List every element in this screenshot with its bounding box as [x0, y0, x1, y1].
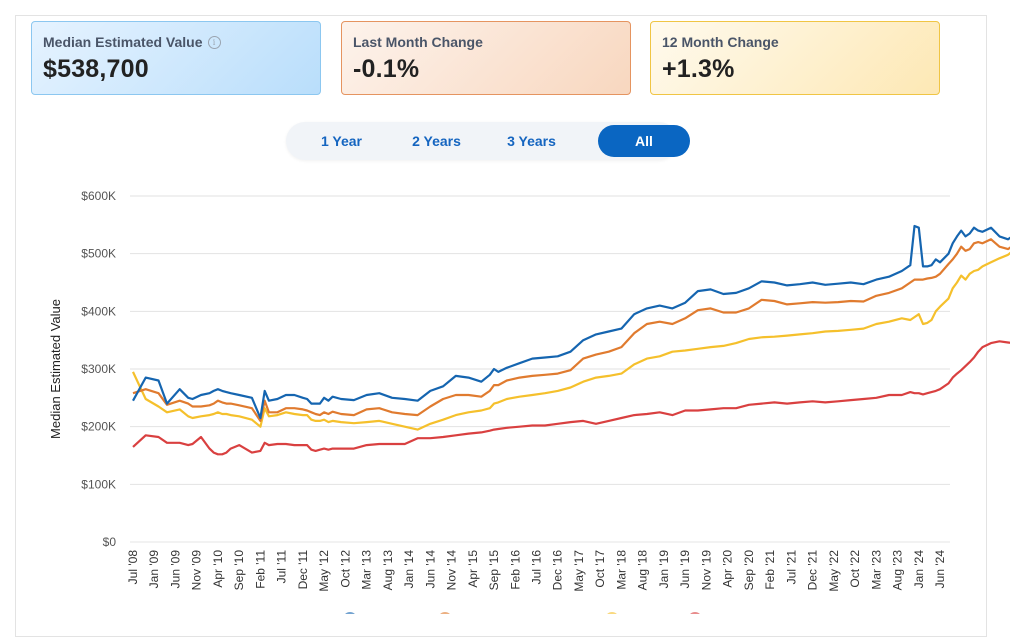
x-tick-label: Feb '21: [763, 550, 777, 590]
stat-label: Last Month Change: [353, 34, 483, 50]
x-tick-label: Sep '15: [487, 550, 501, 591]
range-1-year-button[interactable]: 1 Year: [299, 125, 384, 157]
range-2-years-button[interactable]: 2 Years: [394, 125, 479, 157]
series-line-red: [132, 340, 1010, 456]
y-tick-label: $300K: [81, 362, 116, 376]
stat-label: Median Estimated Value: [43, 34, 203, 50]
x-tick-label: May '17: [572, 550, 586, 592]
x-tick-label: Nov '14: [445, 550, 459, 591]
x-tick-label: Jan '19: [657, 550, 671, 589]
legend-marker-yellow[interactable]: [606, 612, 618, 614]
x-tick-label: Jun '19: [678, 550, 692, 589]
x-tick-label: Feb '11: [253, 550, 267, 589]
x-tick-label: Mar '13: [360, 550, 374, 590]
x-tick-label: Nov '19: [699, 550, 713, 591]
x-tick-label: Dec '11: [296, 550, 310, 590]
x-tick-label: Sep '10: [232, 550, 246, 591]
legend-marker-red[interactable]: [689, 612, 701, 614]
range-3-years-button[interactable]: 3 Years: [489, 125, 574, 157]
x-tick-label: Jun '14: [423, 550, 437, 589]
home-value-chart: $0 $100K $200K $300K $400K $500K $600K Jul '08…: [48, 189, 1010, 614]
range-selector: 1 Year 2 Years 3 Years All: [286, 122, 690, 160]
y-tick-label: $200K: [81, 420, 116, 434]
home-value-card: [15, 15, 987, 637]
x-tick-label: Jan '09: [147, 550, 161, 589]
range-all-button[interactable]: All: [598, 125, 690, 157]
x-tick-label: Jul '11: [275, 550, 289, 584]
stat-label: 12 Month Change: [662, 34, 779, 50]
stat-median-estimated-value: Median Estimated Value i $538,700: [31, 21, 321, 95]
series-line-orange: [132, 238, 1010, 422]
series-line-yellow: [132, 251, 1010, 431]
x-tick-label: Jul '21: [784, 550, 798, 585]
x-tick-label: May '22: [827, 550, 841, 592]
x-tick-label: Dec '21: [806, 550, 820, 591]
x-tick-label: Jul '08: [126, 550, 140, 585]
x-tick-label: Mar '18: [614, 550, 628, 590]
x-tick-label: Apr '10: [211, 550, 225, 588]
x-tick-label: Oct '17: [593, 550, 607, 588]
y-axis-label: Median Estimated Value: [48, 299, 63, 439]
x-tick-label: Aug '13: [381, 550, 395, 591]
x-tick-label: Oct '12: [338, 550, 352, 588]
x-tick-label: Oct '22: [848, 550, 862, 588]
x-tick-label: May '12: [317, 550, 331, 592]
y-tick-label: $500K: [81, 247, 116, 261]
stat-value: $538,700: [43, 55, 149, 83]
y-tick-label: $100K: [81, 477, 116, 491]
series-line-blue: [132, 224, 1010, 420]
y-tick-label: $600K: [81, 189, 116, 203]
legend-marker-blue[interactable]: [344, 612, 356, 614]
x-tick-label: Sep '20: [742, 550, 756, 591]
x-tick-label: Mar '23: [869, 550, 883, 590]
x-tick-label: Jun '09: [168, 550, 182, 589]
x-tick-label: Dec '16: [551, 550, 565, 591]
x-tick-label: Aug '18: [636, 550, 650, 591]
stat-12-month-change: 12 Month Change +1.3%: [650, 21, 940, 95]
x-tick-label: Jun '24: [933, 550, 947, 589]
stat-value: +1.3%: [662, 55, 735, 83]
x-tick-label: Apr '15: [466, 550, 480, 588]
x-tick-label: Jan '24: [912, 550, 926, 589]
y-tick-label: $0: [103, 535, 117, 549]
y-tick-label: $400K: [81, 304, 116, 318]
legend-marker-orange[interactable]: [439, 612, 451, 614]
x-tick-label: Jan '14: [402, 550, 416, 589]
x-tick-label: Aug '23: [891, 550, 905, 591]
x-tick-label: Nov '09: [190, 550, 204, 591]
x-tick-label: Apr '20: [721, 550, 735, 588]
stat-last-month-change: Last Month Change -0.1%: [341, 21, 631, 95]
x-tick-label: Feb '16: [508, 550, 522, 590]
x-tick-label: Jul '16: [530, 550, 544, 585]
stat-value: -0.1%: [353, 55, 420, 83]
info-icon[interactable]: i: [207, 35, 221, 49]
